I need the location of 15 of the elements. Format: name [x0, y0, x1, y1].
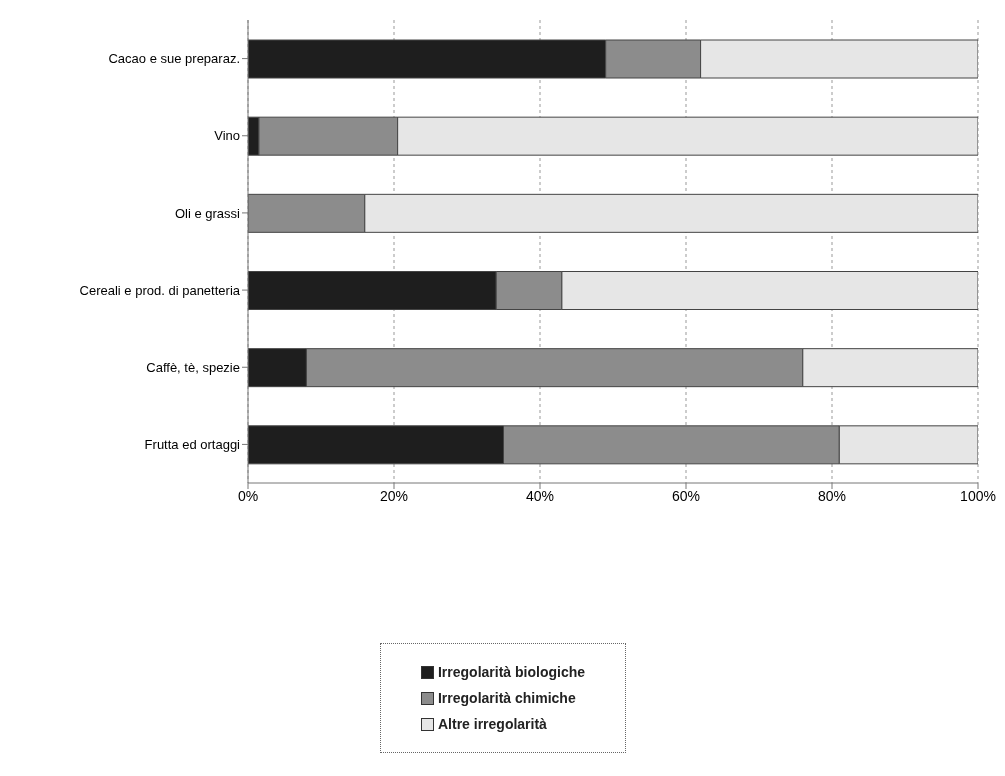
y-tick-label: Oli e grassi — [174, 205, 241, 221]
x-tick-label: 100% — [960, 487, 996, 504]
x-tick-label: 20% — [379, 487, 409, 504]
x-tick-label: 60% — [671, 487, 701, 504]
y-tick-label: Cereali e prod. di panetteria — [79, 282, 241, 298]
y-tick-label: Frutta ed ortaggi — [144, 437, 241, 453]
x-tick-label: 80% — [817, 487, 847, 504]
legend-label: Irregolarità chimiche — [437, 690, 576, 706]
legend-label: Irregolarità biologiche — [437, 664, 586, 680]
y-tick-label: Cacao e sue preparaz. — [108, 51, 240, 67]
x-tick-label: 0% — [237, 487, 259, 504]
y-tick-label: Caffè, tè, spezie — [146, 359, 240, 375]
x-tick-label: 40% — [525, 487, 555, 504]
y-tick-label: Vino — [214, 128, 240, 144]
legend-label: Altre irregolarità — [437, 716, 547, 732]
